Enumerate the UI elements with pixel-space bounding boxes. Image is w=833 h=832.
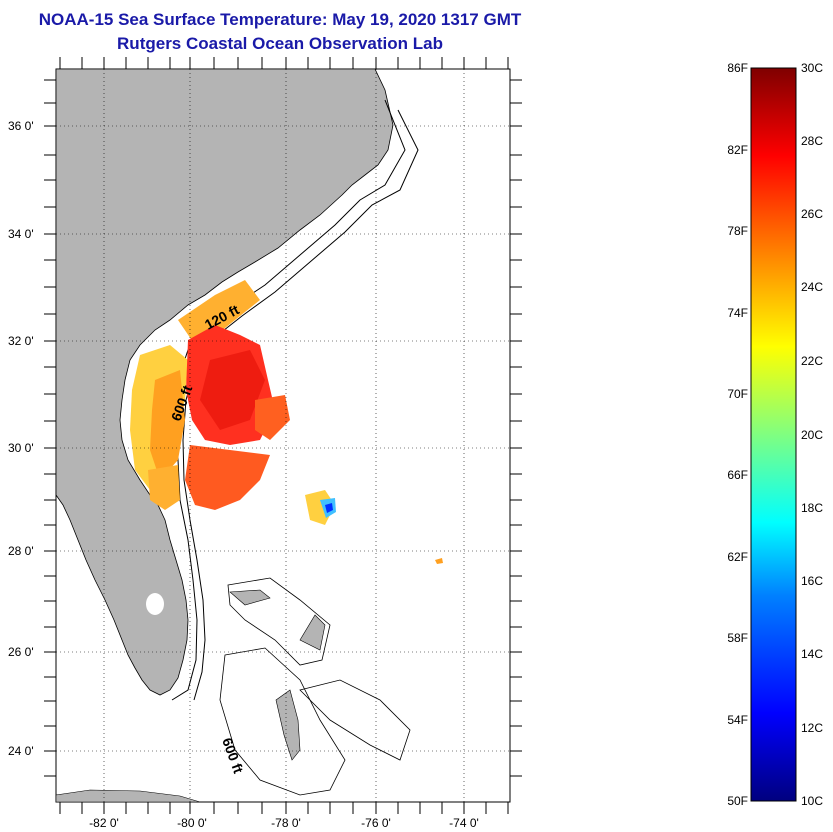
- colorbar-f-label: 86F: [727, 61, 748, 75]
- lon-label: -78 0': [271, 816, 301, 830]
- colorbar-c-label: 12C: [801, 721, 824, 735]
- colorbar-f-label: 70F: [727, 387, 748, 401]
- sst-data-layer: [130, 280, 443, 564]
- lat-label: 32 0': [8, 334, 34, 348]
- lon-label: -76 0': [361, 816, 391, 830]
- lat-label: 30 0': [8, 441, 34, 455]
- colorbar-c-label: 14C: [801, 647, 824, 661]
- land-andros: [275, 689, 301, 761]
- lon-label: -80 0': [177, 816, 207, 830]
- lat-label: 26 0': [8, 645, 34, 659]
- colorbar-f-label: 54F: [727, 713, 748, 727]
- colorbar-c-label: 16C: [801, 574, 824, 588]
- colorbar-scale: [750, 67, 797, 802]
- colorbar-f-label: 50F: [727, 794, 748, 808]
- map-title: NOAA-15 Sea Surface Temperature: May 19,…: [38, 10, 522, 29]
- colorbar-f-label: 82F: [727, 143, 748, 157]
- colorbar-f-label: 58F: [727, 631, 748, 645]
- lat-label: 34 0': [8, 227, 34, 241]
- land-mainland: [55, 68, 394, 696]
- colorbar-f-label: 62F: [727, 550, 748, 564]
- colorbar-c-label: 18C: [801, 501, 824, 515]
- contour-bahamas-south: [219, 647, 346, 796]
- map-subtitle: Rutgers Coastal Ocean Observation Lab: [117, 34, 443, 53]
- colorbar-c-label: 20C: [801, 428, 824, 442]
- colorbar-c-label: 28C: [801, 134, 824, 148]
- colorbar-c-label: 10C: [801, 794, 824, 808]
- lat-label: 24 0': [8, 744, 34, 758]
- land-abaco: [299, 614, 326, 651]
- lon-label: -74 0': [449, 816, 479, 830]
- lat-label: 36 0': [8, 119, 34, 133]
- lake-okeechobee: [146, 593, 164, 615]
- axis-ticks: [44, 57, 522, 814]
- lat-label: 28 0': [8, 544, 34, 558]
- colorbar-c-label: 24C: [801, 280, 824, 294]
- contour-bahamas-east: [299, 679, 411, 761]
- colorbar-f-label: 74F: [727, 306, 748, 320]
- lon-label: -82 0': [89, 816, 119, 830]
- colorbar-c-label: 22C: [801, 354, 824, 368]
- land-cuba: [55, 789, 201, 803]
- colorbar-c-label: 30C: [801, 61, 824, 75]
- contour-bahamas-north: [227, 577, 331, 666]
- land-grand-bahama: [229, 589, 271, 606]
- colorbar-c-label: 26C: [801, 207, 824, 221]
- colorbar-f-label: 78F: [727, 224, 748, 238]
- colorbar-f-label: 66F: [727, 468, 748, 482]
